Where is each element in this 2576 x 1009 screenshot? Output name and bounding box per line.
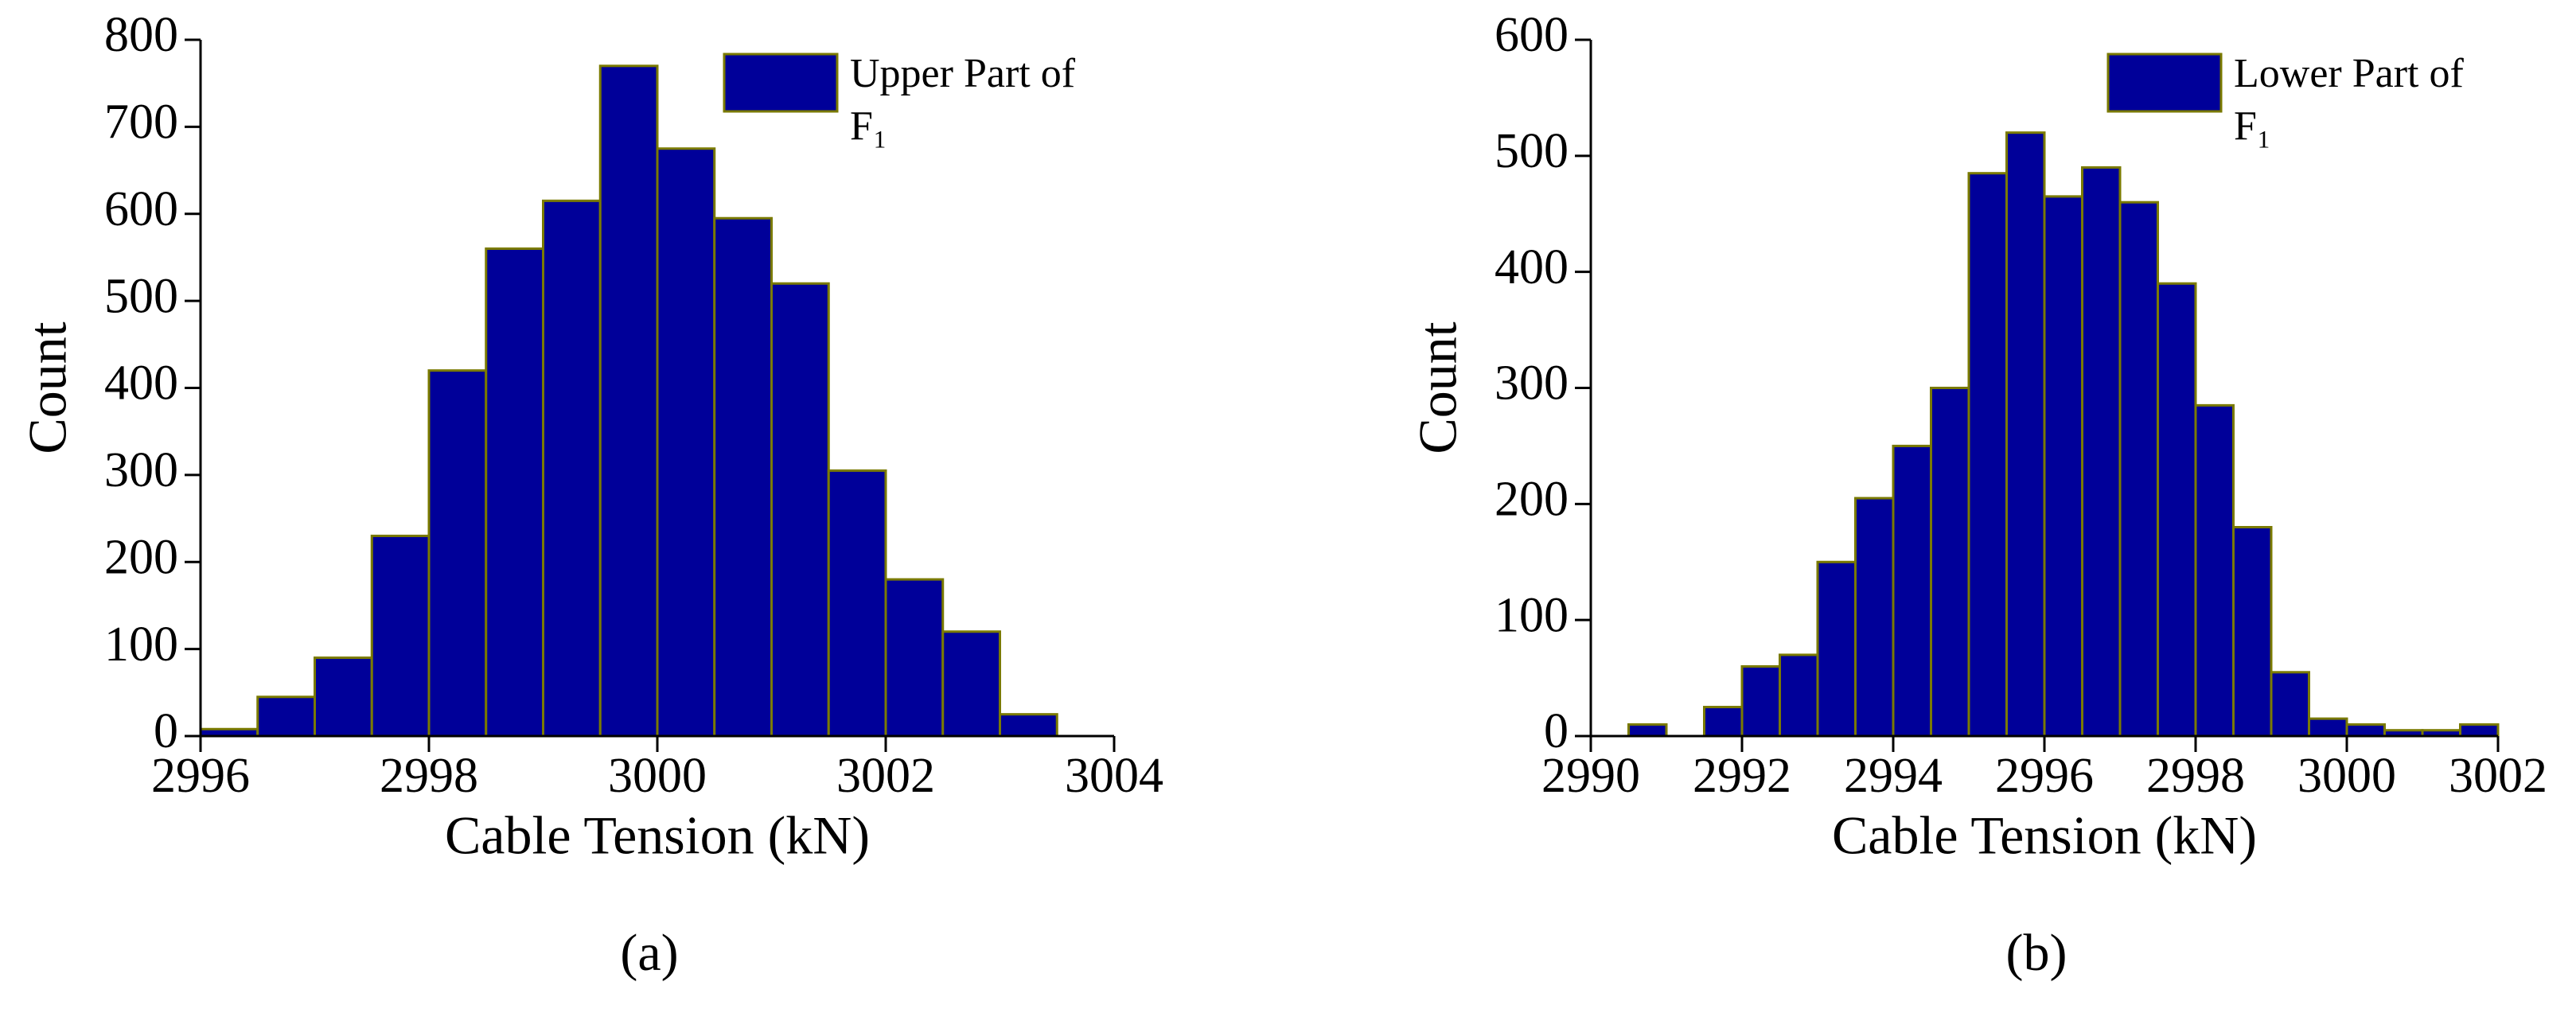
bar [1816,560,1857,738]
y-tick-label: 200 [1495,473,1569,527]
x-tick-label: 2996 [151,749,250,803]
bar [2081,166,2122,738]
x-tick-label: 3000 [2297,749,2396,803]
bar [2345,723,2386,738]
bar [2232,526,2273,738]
bar [2157,282,2197,738]
bar [370,534,431,738]
legend-swatch [2106,53,2223,113]
caption: (b) [2006,924,2067,982]
bar [656,147,716,738]
legend-box: Upper Part of F₁ [850,51,1076,149]
y-axis-label: Count [1408,321,1468,454]
bar [1892,444,1932,738]
x-tick-label: 3000 [608,749,707,803]
x-tick-label: 3002 [836,749,935,803]
y-axis-label: Count [18,321,78,454]
x-tick-label: 3002 [2449,749,2547,803]
y-tick-label: 300 [104,443,178,497]
y-tick-label: 800 [104,8,178,62]
y-tick-label: 100 [104,617,178,672]
bar [884,578,945,738]
bar [2118,201,2159,738]
legend-swatch [723,53,839,113]
bar [941,630,1001,738]
bar [2270,671,2310,738]
bar [314,656,373,738]
bar [2194,403,2235,738]
x-axis-label: Cable Tension (kN) [445,805,870,866]
bar [1740,665,1781,738]
bar [2459,723,2500,738]
x-tick-label: 2998 [2146,749,2245,803]
y-tick-label: 200 [104,530,178,584]
y-tick-label: 400 [104,356,178,411]
bar [1627,723,1668,738]
y-tick-label: 400 [1495,240,1569,294]
y-tick-label: 600 [1495,8,1569,62]
bar [770,282,830,738]
x-tick-label: 2998 [380,749,478,803]
bar [542,199,602,738]
y-tick-label: 700 [104,95,178,150]
y-tick-label: 600 [104,182,178,236]
y-tick-label: 300 [1495,356,1569,411]
y-tick-label: 100 [1495,588,1569,642]
x-axis-label: Cable Tension (kN) [1832,805,2257,866]
bar [1779,653,1819,738]
bar [713,216,773,738]
caption: (a) [620,924,678,982]
bar [2308,717,2348,738]
bar [827,469,887,738]
bar [2043,195,2083,738]
y-tick-label: 500 [1495,124,1569,178]
chart: 0 100 200 300 400 500 600 700 800 2996 2998 3000 300… [18,8,1163,982]
x-tick-label: 3004 [1065,749,1163,803]
bar [999,713,1058,738]
legend-label: Upper Part of F₁ [850,51,1076,149]
bar [1854,497,1895,738]
y-tick-label: 0 [154,704,178,758]
bar [256,695,316,738]
x-tick-label: 2990 [1541,749,1640,803]
x-tick-label: 2994 [1844,749,1943,803]
bar [1967,172,2008,738]
bar [1930,387,1970,738]
bar [485,247,544,738]
bar [1703,706,1744,738]
y-tick-label: 500 [104,269,178,323]
bar [427,369,488,738]
y-tick-label: 0 [1544,704,1569,758]
bar [2005,131,2046,738]
x-tick-label: 2992 [1693,749,1791,803]
legend-label: Lower Part of F₁ [2234,51,2464,149]
legend-box: Lower Part of F₁ [2234,51,2464,149]
x-tick-label: 2996 [1995,749,2094,803]
chart: 0 100 200 300 400 500 600 2990 2992 2994 2996 2998 3… [1408,8,2547,982]
bar [598,64,659,738]
